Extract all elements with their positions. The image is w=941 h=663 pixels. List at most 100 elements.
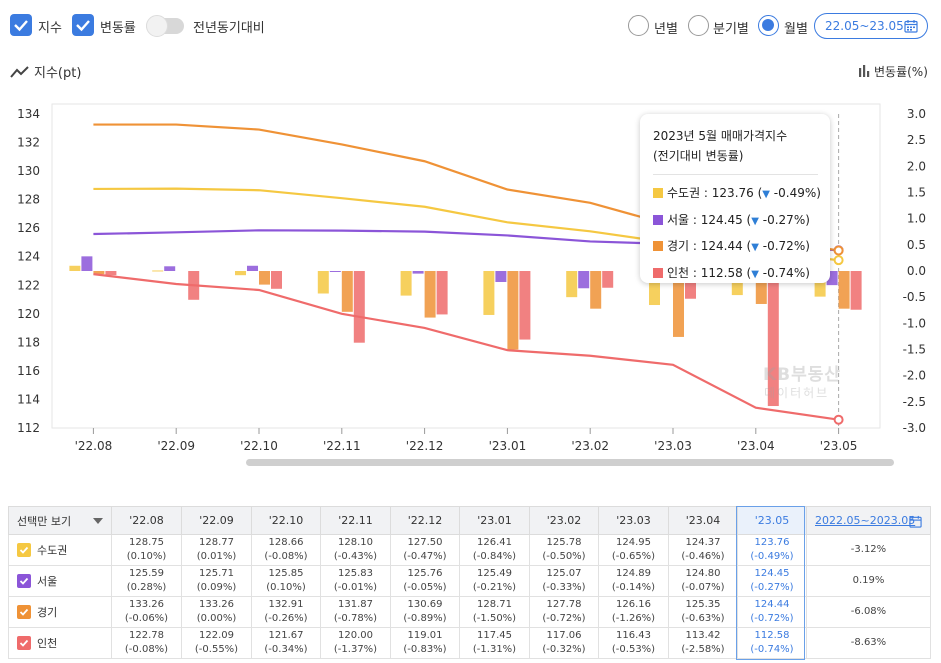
cell-rate-value: (-1.31%) xyxy=(472,644,517,655)
cell-index-value: 128.75 xyxy=(129,537,164,548)
cell-rate-value: (-0.08%) xyxy=(124,644,169,655)
month-header: '22.10 xyxy=(251,506,321,535)
cell-rate-value: (-0.53%) xyxy=(611,644,656,655)
tooltip-row-rate: -0.74%) xyxy=(758,265,810,280)
chart-horizontal-scrollbar[interactable] xyxy=(246,459,894,466)
table-row: 수도권 128.75 (0.10%) 128.77 (0.01%) 128.66 (-0.0… xyxy=(8,534,931,566)
range-change-cell: -8.63% xyxy=(806,627,931,659)
toggle-knob xyxy=(146,15,168,37)
cell-index-value: 128.66 xyxy=(268,537,304,548)
rate-bar-서울 xyxy=(81,256,93,271)
cell-index-value: 124.89 xyxy=(616,568,651,579)
index-checkbox[interactable] xyxy=(10,14,32,36)
cell-rate-value: (-0.47%) xyxy=(403,551,447,562)
radio-monthly[interactable] xyxy=(758,15,779,36)
cell-index-value: 127.78 xyxy=(546,599,582,610)
cell-index-value: 124.44 xyxy=(754,599,790,610)
caret-down-icon xyxy=(93,518,103,524)
rate-bar-인천 xyxy=(519,271,531,340)
x-tick-label: '22.09 xyxy=(157,439,195,453)
x-tick-label: '22.12 xyxy=(406,439,444,453)
rate-bar-경기 xyxy=(424,271,436,318)
cell-rate-value: (0.10%) xyxy=(266,582,306,593)
tooltip-row-rate: -0.27%) xyxy=(758,212,810,227)
date-range-picker[interactable]: 22.05~23.05 xyxy=(814,13,928,39)
rate-bar-서울 xyxy=(329,271,341,272)
tooltip-row: 인천 : 112.58 (▼ -0.74%) xyxy=(653,261,818,288)
table-cell: 127.50 (-0.47%) xyxy=(390,534,460,566)
tooltip-row-label: 수도권 : 123.76 ( xyxy=(667,186,763,200)
cell-index-value: 112.58 xyxy=(754,630,790,641)
rate-bar-수도권 xyxy=(152,270,164,272)
row-name: 수도권 xyxy=(37,543,68,557)
select-only-dropdown[interactable]: 선택만 보기 xyxy=(8,506,112,535)
plot-border xyxy=(51,103,881,429)
tooltip-row-label: 서울 : 124.45 ( xyxy=(667,212,752,227)
cell-index-value: 113.42 xyxy=(685,630,721,641)
table-cell: 121.67 (-0.34%) xyxy=(251,627,321,659)
table-cell: 125.49 (-0.21%) xyxy=(459,565,530,597)
down-triangle-icon: ▼ xyxy=(762,189,770,200)
y-right-tick-label: 3.0 xyxy=(907,107,926,121)
y-left-tick-label: 114 xyxy=(17,392,40,406)
cell-rate-value: (-0.49%) xyxy=(750,551,794,562)
cell-index-value: 131.87 xyxy=(338,599,373,610)
range-change-header[interactable]: 2022.05~2023.05 xyxy=(806,506,931,535)
rate-bar-인천 xyxy=(271,271,282,289)
table-cell: 122.09 (-0.55%) xyxy=(181,627,252,659)
row-select-checkbox[interactable]: 수도권 xyxy=(8,534,112,566)
cell-rate-value: (-0.14%) xyxy=(611,582,656,593)
radio-yearly[interactable] xyxy=(628,15,649,36)
row-name: 서울 xyxy=(37,574,58,588)
rate-bar-서울 xyxy=(412,271,424,274)
radio-yearly-label: 년별 xyxy=(654,22,678,37)
rate-bar-경기 xyxy=(590,271,602,309)
rate-bar-인천 xyxy=(602,271,614,288)
table-cell: 122.78 (-0.08%) xyxy=(111,627,182,659)
rate-checkbox-label: 변동률 xyxy=(100,21,136,36)
radio-monthly-label: 월별 xyxy=(784,22,808,37)
y-right-tick-label: -2.5 xyxy=(903,395,926,409)
x-tick-label: '23.05 xyxy=(820,439,858,453)
rate-bar-수도권 xyxy=(483,271,495,315)
cell-index-value: 119.01 xyxy=(407,630,443,641)
row-select-checkbox[interactable]: 경기 xyxy=(8,596,112,628)
cell-rate-value: (-0.65%) xyxy=(611,551,656,562)
table-cell: 130.69 (-0.89%) xyxy=(390,596,460,628)
index-line-인천 xyxy=(93,273,839,421)
cell-rate-value: (-0.27%) xyxy=(750,582,794,593)
cell-index-value: 123.76 xyxy=(754,537,790,548)
rate-bar-수도권 xyxy=(400,271,412,296)
cell-index-value: 127.50 xyxy=(407,537,443,548)
yoy-toggle[interactable] xyxy=(146,15,184,37)
tooltip-subtitle: (전기대비 변동률) xyxy=(653,149,744,163)
y-right-tick-label: 2.0 xyxy=(907,159,926,173)
index-marker-경기 xyxy=(833,245,844,256)
y-left-tick-label: 128 xyxy=(17,193,40,207)
table-cell: 124.44 (-0.72%) xyxy=(737,596,807,628)
tooltip-title: 2023년 5월 매매가격지수 xyxy=(653,129,788,143)
range-change-cell: -6.08% xyxy=(806,596,931,628)
rate-bar-경기 xyxy=(838,271,850,309)
cell-rate-value: (-1.26%) xyxy=(611,613,656,624)
check-icon xyxy=(17,635,31,650)
cell-index-value: 128.71 xyxy=(477,599,512,610)
cell-rate-value: (-0.43%) xyxy=(333,551,378,562)
cell-rate-value: (-1.37%) xyxy=(333,644,378,655)
cell-rate-value: (-0.50%) xyxy=(542,551,586,562)
table-cell: 128.10 (-0.43%) xyxy=(320,534,391,566)
cell-rate-value: (-0.63%) xyxy=(681,613,725,624)
cell-index-value: 125.35 xyxy=(685,599,721,610)
table-cell: 131.87 (-0.78%) xyxy=(320,596,391,628)
rate-checkbox[interactable] xyxy=(72,14,94,36)
calendar-icon xyxy=(909,515,922,528)
table-cell: 133.26 (0.00%) xyxy=(181,596,252,628)
row-select-checkbox[interactable]: 인천 xyxy=(8,627,112,659)
row-select-checkbox[interactable]: 서울 xyxy=(8,565,112,597)
rate-bar-서울 xyxy=(578,271,590,289)
cell-index-value: 130.69 xyxy=(407,599,443,610)
right-axis-title-text: 변동률(%) xyxy=(874,65,928,79)
table-cell: 112.58 (-0.74%) xyxy=(737,627,807,659)
radio-quarterly[interactable] xyxy=(688,15,709,36)
cell-rate-value: (-0.89%) xyxy=(403,613,447,624)
